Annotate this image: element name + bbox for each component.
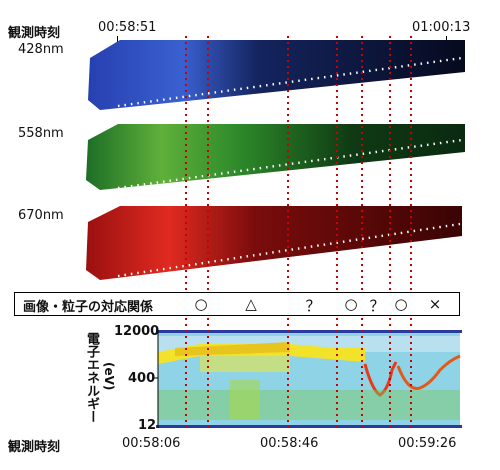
bottom-axis-tick-1: 00:58:46	[260, 436, 319, 451]
top-axis-title: 観測時刻	[8, 26, 61, 41]
band-label-428: 428nm	[18, 42, 64, 57]
relation-symbol-circle: ○	[344, 295, 358, 313]
relation-table-row: 画像・粒子の対応関係 ○ △ ？ ○ ？ ○ ×	[14, 292, 460, 316]
image-strip-428	[88, 40, 465, 110]
band-label-558: 558nm	[18, 126, 64, 141]
relation-row-title: 画像・粒子の対応関係	[23, 300, 154, 315]
relation-symbol-circle: ○	[194, 295, 208, 313]
ytick-12000: 12000	[114, 324, 160, 339]
image-strip-558	[86, 124, 465, 190]
band-label-670: 670nm	[18, 208, 64, 223]
relation-symbol-triangle: △	[245, 295, 257, 313]
top-axis-start-time: 00:58:51	[98, 20, 157, 35]
ytick-400: 400	[128, 371, 156, 386]
bottom-axis-tick-2: 00:59:26	[398, 436, 457, 451]
top-axis-end-tick	[446, 36, 447, 42]
relation-symbol-question: ？	[305, 297, 321, 315]
top-axis-start-tick	[117, 36, 118, 42]
spectrogram-top-border	[156, 330, 462, 333]
bottom-axis-title: 観測時刻	[8, 440, 61, 455]
image-strip-670	[86, 206, 462, 280]
top-axis-end-time: 01:00:13	[412, 20, 471, 35]
spectrogram-ylabel: 電子エネルギー	[84, 332, 99, 423]
spectrogram-yunit: (eV)	[102, 362, 116, 391]
electron-spectrogram	[154, 330, 462, 428]
spectrogram-bottom-border	[156, 425, 462, 428]
bottom-axis-tick-0: 00:58:06	[122, 436, 181, 451]
relation-symbol-cross: ×	[428, 295, 442, 313]
ytick-12: 12	[138, 418, 157, 433]
relation-symbol-question: ？	[369, 297, 385, 315]
relation-symbol-circle: ○	[394, 295, 408, 313]
